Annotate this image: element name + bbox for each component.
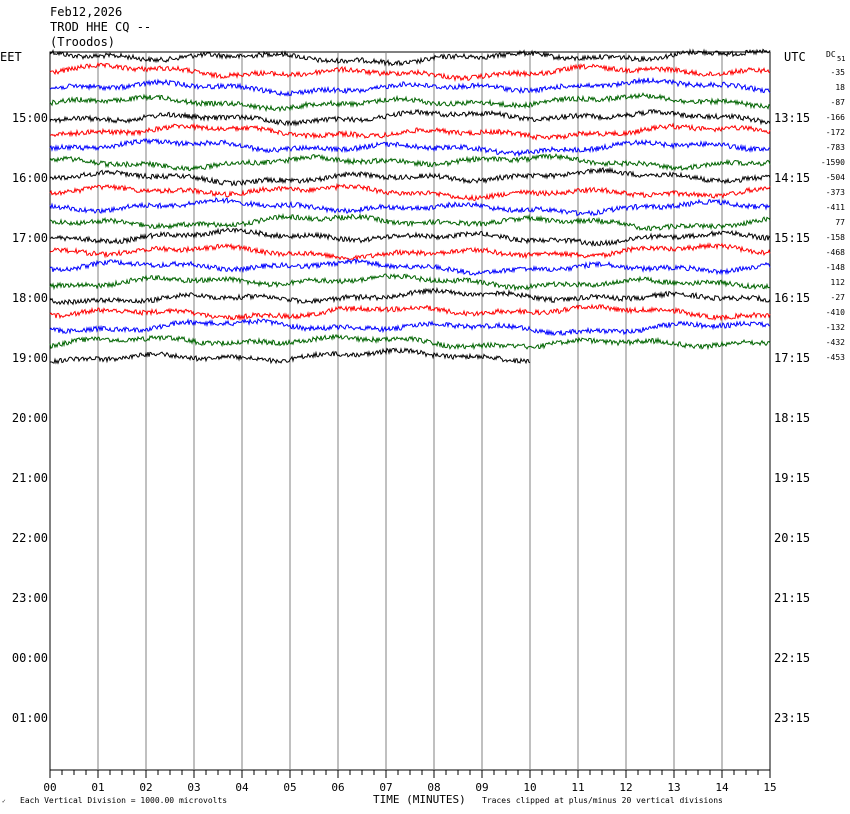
dc-offset-label: -468	[826, 248, 845, 257]
dc-offset-label: -158	[826, 233, 845, 242]
seismic-trace	[49, 347, 531, 365]
dc-offset-label: -172	[826, 128, 845, 137]
seismic-trace	[49, 137, 771, 158]
left-hour-labels: 15:00 16:00 17:00 18:00 19:00 20:00 21:00 22:00…	[12, 111, 48, 725]
dc-sub-label: 51	[837, 55, 845, 63]
date-label: Feb12,2026	[50, 5, 122, 19]
seismic-trace	[49, 182, 771, 201]
right-hour-label: 18:15	[774, 411, 810, 425]
dc-offset-label: -148	[826, 263, 845, 272]
x-tick-label: 00	[43, 781, 56, 794]
left-hour-label: 20:00	[12, 411, 48, 425]
seismic-trace	[49, 76, 771, 97]
x-tick-label: 09	[475, 781, 488, 794]
seismic-trace	[49, 212, 771, 232]
seismic-trace	[49, 108, 771, 127]
left-hour-label: 15:00	[12, 111, 48, 125]
x-tick-label: 11	[571, 781, 584, 794]
seismic-trace	[49, 258, 771, 276]
dc-offset-label: -87	[831, 98, 846, 107]
right-hour-label: 22:15	[774, 651, 810, 665]
right-hour-label: 17:15	[774, 351, 810, 365]
logo-mark: ✓	[2, 798, 6, 805]
seismic-trace	[49, 286, 771, 306]
dc-offset-label: -783	[826, 143, 845, 152]
seismic-trace	[49, 92, 771, 113]
right-hour-label: 15:15	[774, 231, 810, 245]
dc-offset-label: -411	[826, 203, 845, 212]
left-hour-label: 19:00	[12, 351, 48, 365]
x-tick-label: 07	[379, 781, 392, 794]
x-tick-label: 08	[427, 781, 440, 794]
minute-gridlines	[97, 52, 723, 770]
x-axis: 00 01 02 03 04 05 06 07 08 09 10 11 12 13 14 15	[43, 770, 777, 794]
left-hour-label: 00:00	[12, 651, 48, 665]
left-hour-label: 01:00	[12, 711, 48, 725]
seismic-traces	[49, 48, 771, 365]
dc-offset-label: -132	[826, 323, 845, 332]
dc-label: DC	[826, 50, 836, 59]
dc-offset-label: -166	[826, 113, 845, 122]
clip-note: Traces clipped at plus/minus 20 vertical…	[482, 796, 723, 805]
seismic-trace	[49, 333, 771, 351]
x-tick-label: 02	[139, 781, 152, 794]
dc-offset-label: 77	[835, 218, 845, 227]
x-tick-label: 10	[523, 781, 536, 794]
x-tick-label: 04	[235, 781, 249, 794]
station-label: TROD HHE CQ --	[50, 20, 151, 34]
left-hour-label: 21:00	[12, 471, 48, 485]
seismic-trace	[49, 317, 771, 337]
left-hour-label: 17:00	[12, 231, 48, 245]
dc-offset-label: -373	[826, 188, 845, 197]
x-tick-label: 05	[283, 781, 296, 794]
seismic-trace	[49, 166, 771, 187]
seismic-trace	[49, 61, 771, 82]
dc-offset-label: 112	[831, 278, 846, 287]
right-hour-label: 21:15	[774, 591, 810, 605]
location-label: (Troodos)	[50, 35, 115, 49]
x-tick-label: 13	[667, 781, 680, 794]
x-tick-label: 15	[763, 781, 776, 794]
x-tick-label: 06	[331, 781, 344, 794]
dc-offset-label: -27	[831, 293, 846, 302]
seismic-trace	[50, 122, 771, 141]
seismic-trace	[49, 197, 771, 217]
dc-offset-label: -432	[826, 338, 845, 347]
right-hour-label: 20:15	[774, 531, 810, 545]
seismic-trace	[49, 303, 771, 322]
scale-note: Each Vertical Division = 1000.00 microvo…	[20, 796, 227, 805]
x-tick-label: 14	[715, 781, 729, 794]
dc-offset-label: -410	[826, 308, 845, 317]
dc-offset-label: -1590	[821, 158, 845, 167]
seismic-trace	[49, 273, 771, 292]
right-timezone-label: UTC	[784, 50, 806, 64]
plot-frame	[49, 51, 771, 771]
right-hour-label: 16:15	[774, 291, 810, 305]
dc-offset-label: -35	[831, 68, 846, 77]
right-hour-labels: 13:15 14:15 15:15 16:15 17:15 18:15 19:15 20:15…	[774, 111, 810, 725]
seismic-trace	[49, 48, 771, 67]
x-tick-label: 03	[187, 781, 200, 794]
seismic-trace	[49, 227, 771, 247]
seismic-trace	[49, 153, 771, 172]
seismic-trace	[49, 242, 771, 261]
right-hour-label: 13:15	[774, 111, 810, 125]
left-hour-label: 18:00	[12, 291, 48, 305]
right-hour-label: 23:15	[774, 711, 810, 725]
left-timezone-label: EET	[0, 50, 22, 64]
right-hour-label: 14:15	[774, 171, 810, 185]
dc-offset-label: -453	[826, 353, 845, 362]
left-hour-label: 23:00	[12, 591, 48, 605]
left-hour-label: 16:00	[12, 171, 48, 185]
chart-header: Feb12,2026 TROD HHE CQ -- (Troodos)	[50, 5, 151, 49]
dc-offset-labels: -35 18 -87 -166 -172 -783 -1590 -504 -373 -411 77 -…	[821, 68, 845, 362]
left-hour-label: 22:00	[12, 531, 48, 545]
x-axis-title: TIME (MINUTES)	[373, 793, 466, 806]
dc-offset-label: 18	[835, 83, 845, 92]
x-tick-label: 01	[91, 781, 104, 794]
x-tick-label: 12	[619, 781, 632, 794]
right-hour-label: 19:15	[774, 471, 810, 485]
dc-offset-label: -504	[826, 173, 845, 182]
